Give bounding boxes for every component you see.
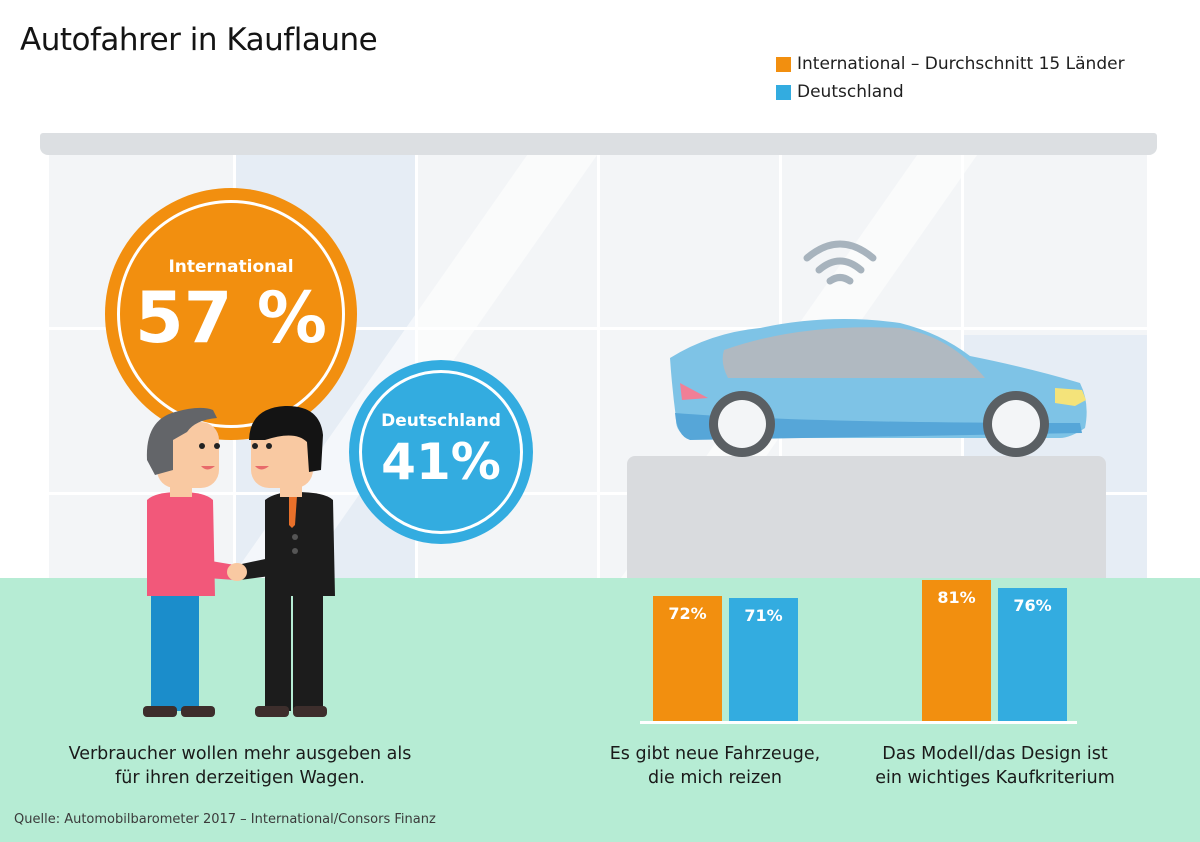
circle-deutschland: Deutschland 41%	[349, 360, 533, 544]
bar-value-label: 81%	[937, 588, 976, 607]
legend-item-international: International – Durchschnitt 15 Länder	[776, 50, 1125, 78]
circle-value: 41%	[381, 433, 501, 491]
bar-group1-international: 72%	[653, 596, 722, 721]
legend: International – Durchschnitt 15 Länder D…	[776, 50, 1125, 106]
window-frame	[49, 492, 1147, 495]
circle-label: International	[168, 257, 294, 277]
handshake-illustration	[143, 405, 335, 717]
caption-line: die mich reizen	[648, 768, 782, 788]
salesman-figure	[227, 405, 335, 717]
circle-international: International 57 %	[105, 188, 357, 440]
legend-item-deutschland: Deutschland	[776, 78, 1125, 106]
circle-value: 57 %	[135, 277, 327, 359]
legend-label: International – Durchschnitt 15 Länder	[797, 54, 1125, 74]
window-frame	[49, 327, 1147, 330]
bar-chart: 72% 71% 81% 76%	[640, 560, 1080, 724]
caption-line: für ihren derzeitigen Wagen.	[115, 768, 365, 788]
circle-ring	[117, 200, 345, 428]
bar-value-label: 72%	[668, 604, 707, 623]
source-note: Quelle: Automobilbarometer 2017 – Intern…	[14, 812, 436, 827]
chart-baseline	[640, 721, 1077, 724]
caption-circles: Verbraucher wollen mehr ausgeben als für…	[30, 742, 450, 790]
showroom-roof	[40, 133, 1157, 155]
caption-line: Das Modell/das Design ist	[882, 744, 1108, 764]
legend-swatch-deutschland	[776, 84, 791, 100]
bar-value-label: 76%	[1013, 596, 1052, 615]
circle-label: Deutschland	[381, 411, 501, 431]
bar-value-label: 71%	[744, 606, 783, 625]
bar-group1-deutschland: 71%	[729, 598, 798, 721]
customer-figure	[143, 407, 235, 717]
window-frame	[597, 155, 600, 578]
page-title: Autofahrer in Kauflaune	[20, 22, 378, 58]
caption-line: Verbraucher wollen mehr ausgeben als	[68, 744, 412, 764]
wifi-icon	[803, 240, 877, 285]
car-illustration	[670, 240, 1087, 457]
car-pedestal	[627, 456, 1106, 578]
bar-group2-deutschland: 76%	[998, 588, 1067, 721]
legend-label: Deutschland	[797, 82, 904, 102]
caption-line: ein wichtiges Kaufkriterium	[875, 768, 1115, 788]
caption-bar-group-1: Es gibt neue Fahrzeuge, die mich reizen	[600, 742, 830, 790]
legend-swatch-international	[776, 56, 791, 72]
bar-group2-international: 81%	[922, 580, 991, 721]
circle-ring	[359, 370, 523, 534]
caption-line: Es gibt neue Fahrzeuge,	[609, 744, 821, 764]
caption-bar-group-2: Das Modell/das Design ist ein wichtiges …	[850, 742, 1140, 790]
